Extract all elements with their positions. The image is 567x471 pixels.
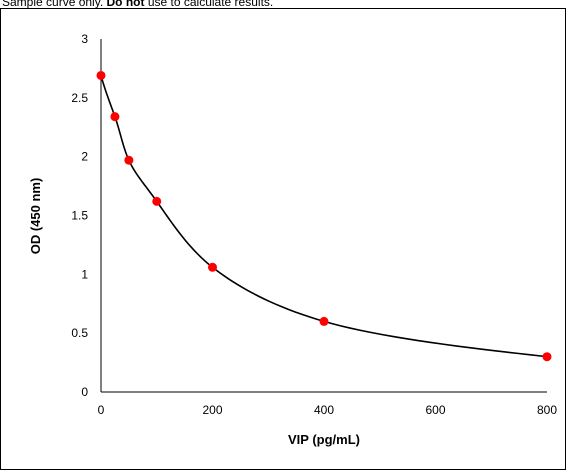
y-tick-label: 1 xyxy=(81,267,88,281)
data-point xyxy=(110,112,119,121)
x-tick-label: 0 xyxy=(98,403,105,417)
data-point xyxy=(97,71,106,80)
y-axis-label: OD (450 nm) xyxy=(28,178,43,255)
chart-border xyxy=(1,9,566,470)
fit-curve xyxy=(101,75,547,356)
data-point xyxy=(320,317,329,326)
x-tick-label: 800 xyxy=(537,403,557,417)
y-tick-label: 0 xyxy=(81,385,88,399)
data-point xyxy=(208,263,217,272)
y-tick-label: 3 xyxy=(81,32,88,46)
x-tick-label: 200 xyxy=(202,403,222,417)
plot-area: 0 200 400 600 800 0 0.5 1 1.5 2 2.5 3 xyxy=(71,32,557,417)
x-tick-label: 600 xyxy=(425,403,445,417)
x-tick-label: 400 xyxy=(314,403,334,417)
data-point xyxy=(152,197,161,206)
y-tick-label: 2.5 xyxy=(71,91,88,105)
x-axis-label: VIP (pg/mL) xyxy=(288,432,360,447)
y-tick-label: 1.5 xyxy=(71,209,88,223)
data-point xyxy=(124,156,133,165)
y-tick-label: 2 xyxy=(81,150,88,164)
y-tick-label: 0.5 xyxy=(71,326,88,340)
data-point xyxy=(543,352,552,361)
